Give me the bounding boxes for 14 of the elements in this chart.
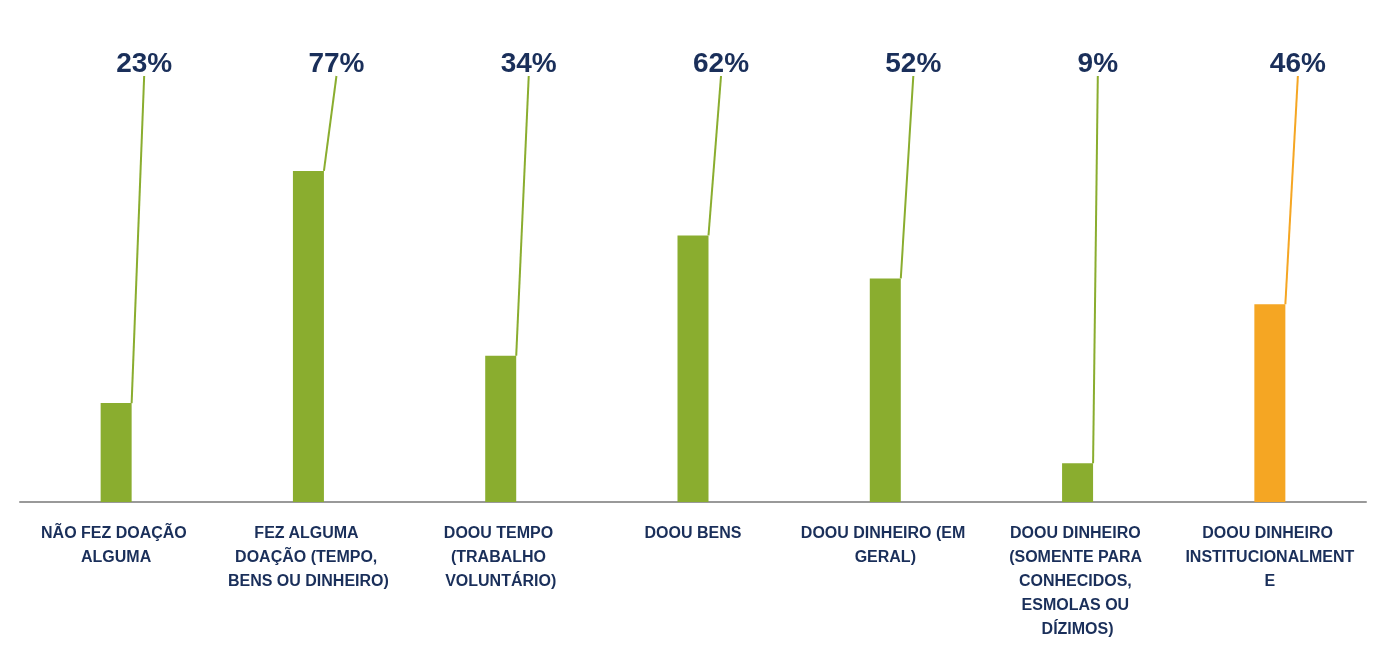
data-label: 52%: [885, 46, 942, 78]
x-tick-label: DOOU DINHEIRO (SOMENTE PARA CONHECIDOS, ESMOLAS OU DÍZIMOS): [1009, 523, 1147, 637]
data-label: 34%: [500, 46, 557, 78]
data-label: 46%: [1269, 46, 1326, 78]
x-tick-label: DOOU DINHEIRO INSTITUCIONALMENTE: [1185, 523, 1355, 589]
data-label: 23%: [116, 46, 173, 78]
x-tick-label: DOOU DINHEIRO (EM GERAL): [800, 523, 970, 565]
data-label: 77%: [308, 46, 365, 78]
x-tick-label: FEZ ALGUMA DOAÇÃO (TEMPO, BENS OU DINHEIRO): [227, 523, 389, 589]
x-tick-label: NÃO FEZ DOAÇÃO ALGUMA: [41, 521, 192, 565]
x-tick-label: DOOU BENS: [644, 523, 742, 541]
x-tick-label: DOOU TEMPO (TRABALHO VOLUNTÁRIO): [443, 523, 558, 589]
data-label: 62%: [693, 46, 750, 78]
data-label: 9%: [1077, 46, 1119, 78]
